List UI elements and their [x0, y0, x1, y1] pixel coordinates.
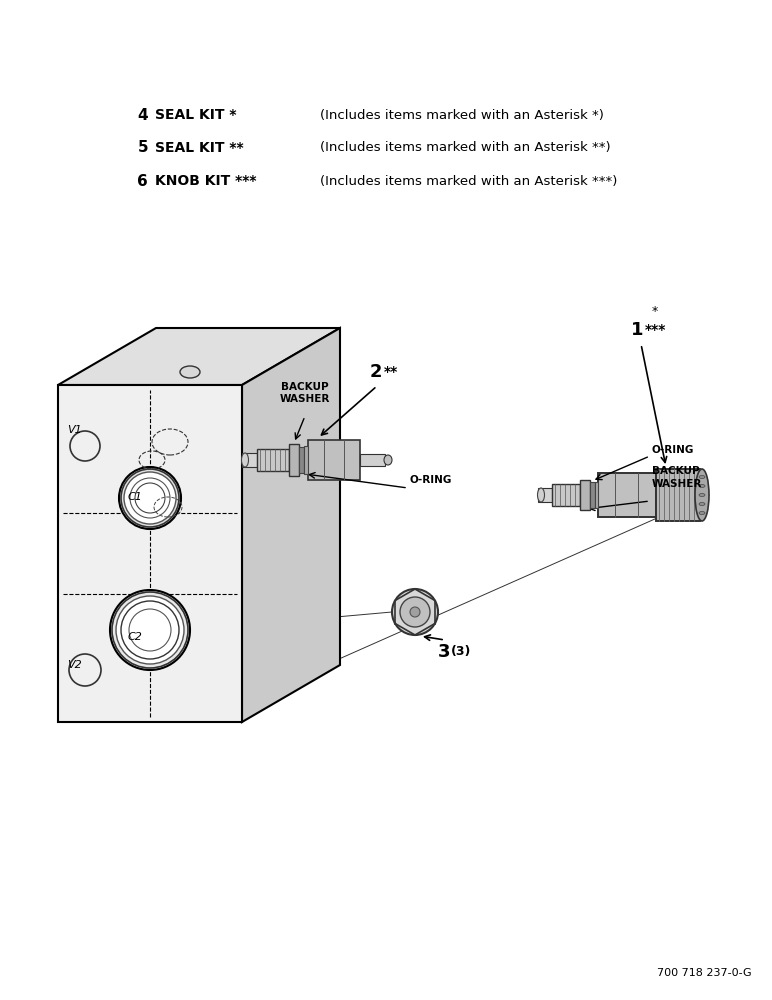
Text: ***: *** [645, 323, 666, 337]
Bar [580, 480, 590, 510]
Bar [289, 444, 299, 476]
Text: 700 718 237-0-G: 700 718 237-0-G [658, 968, 752, 978]
Text: 6: 6 [137, 174, 148, 188]
Ellipse shape [116, 596, 184, 664]
Text: O-RING: O-RING [652, 445, 694, 455]
Polygon shape [58, 385, 242, 722]
Text: **: ** [384, 365, 398, 379]
Ellipse shape [180, 366, 200, 378]
Text: (Includes items marked with an Asterisk ***): (Includes items marked with an Asterisk … [320, 174, 618, 188]
Text: SEAL KIT **: SEAL KIT ** [155, 141, 244, 155]
Ellipse shape [699, 485, 705, 488]
Bar [257, 449, 289, 471]
Bar [590, 482, 595, 508]
Bar [538, 488, 552, 502]
Text: *: * [652, 306, 658, 318]
Text: KNOB KIT ***: KNOB KIT *** [155, 174, 256, 188]
Text: 3: 3 [438, 643, 450, 661]
Text: (Includes items marked with an Asterisk *): (Includes items marked with an Asterisk … [320, 108, 604, 121]
Text: V2: V2 [67, 660, 82, 670]
Bar [304, 446, 308, 474]
Text: 5: 5 [137, 140, 148, 155]
Text: 4: 4 [137, 107, 148, 122]
Text: WASHER: WASHER [279, 394, 330, 404]
Bar [656, 469, 700, 521]
Ellipse shape [384, 455, 392, 465]
Text: WASHER: WASHER [652, 479, 703, 489]
Bar [595, 482, 598, 508]
Ellipse shape [695, 469, 709, 521]
Bar [598, 473, 656, 517]
Ellipse shape [242, 453, 249, 467]
Text: (Includes items marked with an Asterisk **): (Includes items marked with an Asterisk … [320, 141, 611, 154]
Ellipse shape [537, 488, 544, 502]
Polygon shape [242, 328, 340, 722]
Ellipse shape [400, 597, 430, 627]
Bar [308, 440, 360, 480]
Polygon shape [58, 328, 340, 385]
Ellipse shape [119, 467, 181, 529]
Text: C2: C2 [128, 632, 143, 642]
Text: BACKUP: BACKUP [281, 382, 329, 392]
Ellipse shape [392, 589, 438, 635]
Text: BACKUP: BACKUP [652, 466, 699, 476]
Text: 1: 1 [631, 321, 643, 339]
Ellipse shape [699, 502, 705, 506]
Bar [299, 447, 304, 473]
Text: O-RING: O-RING [410, 475, 452, 485]
Bar [242, 453, 257, 467]
Ellipse shape [699, 493, 705, 496]
Ellipse shape [124, 472, 176, 524]
Text: 2: 2 [370, 363, 382, 381]
Ellipse shape [410, 607, 420, 617]
Bar [552, 484, 580, 506]
Text: V1: V1 [67, 425, 82, 435]
Ellipse shape [699, 512, 705, 514]
Bar [360, 454, 385, 466]
Text: C1: C1 [128, 492, 143, 502]
Ellipse shape [699, 476, 705, 479]
Ellipse shape [110, 590, 190, 670]
Text: SEAL KIT *: SEAL KIT * [155, 108, 236, 122]
Text: (3): (3) [451, 646, 472, 658]
